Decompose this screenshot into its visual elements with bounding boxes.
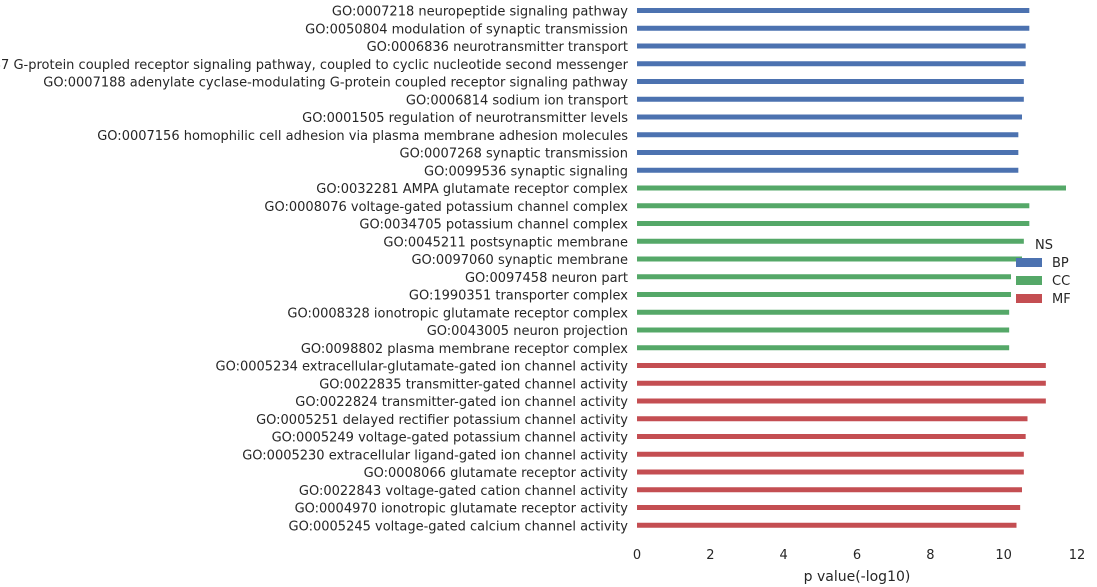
- bar-bp: [637, 43, 1026, 49]
- bar-cc: [637, 327, 1010, 333]
- bar-mf: [637, 363, 1046, 368]
- category-label: GO:0007156 homophilic cell adhesion via …: [97, 129, 628, 144]
- bar-bp: [637, 114, 1022, 120]
- category-label: GO:1990351 transporter complex: [409, 289, 628, 304]
- category-label: GO:0008066 glutamate receptor activity: [364, 466, 629, 481]
- bar-mf: [637, 487, 1022, 493]
- category-label: GO:0043005 neuron projection: [427, 324, 628, 339]
- legend-label-mf: MF: [1052, 292, 1071, 307]
- category-label: GO:0008328 ionotropic glutamate receptor…: [287, 306, 628, 321]
- category-label: GO:0022835 transmitter-gated channel act…: [319, 377, 628, 392]
- bar-cc: [637, 221, 1030, 226]
- legend-swatch-bp: [1016, 258, 1042, 267]
- category-label: GO:0098802 plasma membrane receptor comp…: [301, 342, 628, 357]
- legend-title: NS: [1035, 238, 1053, 253]
- bar-bp: [637, 167, 1019, 173]
- bar-cc: [637, 203, 1030, 209]
- bar-mf: [637, 416, 1028, 422]
- category-label: GO:0008076 voltage-gated potassium chann…: [264, 200, 628, 215]
- category-label: GO:0045211 postsynaptic membrane: [383, 235, 628, 250]
- legend-swatch-mf: [1016, 294, 1042, 303]
- bar-cc: [637, 292, 1011, 297]
- category-label: GO:0007268 synaptic transmission: [400, 147, 628, 162]
- category-label: GO:0005230 extracellular ligand-gated io…: [242, 448, 628, 463]
- x-tick-label: 6: [853, 548, 861, 563]
- legend-label-cc: CC: [1052, 274, 1070, 289]
- x-tick-label: 10: [995, 548, 1012, 563]
- category-label: GO:0032281 AMPA glutamate receptor compl…: [316, 182, 628, 197]
- bar-mf: [637, 434, 1026, 439]
- bar-mf: [637, 469, 1024, 475]
- category-label: GO:0099536 synaptic signaling: [424, 164, 628, 179]
- x-tick-label: 0: [633, 548, 641, 563]
- legend-swatch-cc: [1016, 276, 1042, 285]
- bar-cc: [637, 256, 1022, 262]
- bar-mf: [637, 398, 1046, 404]
- bar-bp: [637, 8, 1030, 13]
- bar-bp: [637, 132, 1019, 138]
- category-label: GO:0005249 voltage-gated potassium chann…: [272, 431, 629, 446]
- x-tick-label: 4: [780, 548, 788, 563]
- legend-label-bp: BP: [1052, 256, 1069, 271]
- category-label: GO:0007188 adenylate cyclase-modulating …: [43, 76, 628, 91]
- category-label: GO:0022843 voltage-gated cation channel …: [299, 484, 628, 499]
- category-label: GO:0007187 G-protein coupled receptor si…: [0, 58, 629, 73]
- legend: NS BP CC MF: [1016, 238, 1071, 307]
- bar-cc: [637, 274, 1011, 280]
- category-label: GO:0006836 neurotransmitter transport: [367, 40, 628, 55]
- category-label: GO:0097060 synaptic membrane: [411, 253, 628, 268]
- x-axis: 0 2 4 6 8 10 12: [633, 548, 1085, 563]
- x-tick-label: 12: [1069, 548, 1086, 563]
- x-tick-label: 2: [706, 548, 714, 563]
- category-label: GO:0050804 modulation of synaptic transm…: [305, 22, 628, 37]
- bar-bp: [637, 96, 1024, 102]
- bar-cc: [637, 185, 1066, 191]
- x-axis-label: p value(-log10): [804, 569, 911, 585]
- category-label: GO:0007218 neuropeptide signaling pathwa…: [332, 5, 628, 20]
- bar-cc: [637, 345, 1010, 351]
- bar-cc: [637, 309, 1010, 315]
- bar-mf: [637, 522, 1017, 528]
- bars-group: [637, 8, 1066, 528]
- category-label: GO:0005251 delayed rectifier potassium c…: [256, 413, 628, 428]
- bar-mf: [637, 451, 1024, 457]
- category-label: GO:0022824 transmitter-gated ion channel…: [295, 395, 628, 410]
- x-tick-label: 8: [926, 548, 934, 563]
- category-label: GO:0005234 extracellular-glutamate-gated…: [216, 360, 629, 375]
- category-label: GO:0006814 sodium ion transport: [406, 93, 628, 108]
- bar-bp: [637, 79, 1024, 84]
- category-label: GO:0005245 voltage-gated calcium channel…: [289, 519, 629, 534]
- bar-cc: [637, 238, 1024, 244]
- category-label: GO:0034705 potassium channel complex: [359, 218, 628, 233]
- category-label: GO:0001505 regulation of neurotransmitte…: [302, 111, 628, 126]
- category-labels: GO:0007218 neuropeptide signaling pathwa…: [0, 5, 629, 535]
- bar-bp: [637, 25, 1030, 31]
- category-label: GO:0004970 ionotropic glutamate receptor…: [295, 502, 629, 517]
- bar-bp: [637, 150, 1019, 155]
- category-label: GO:0097458 neuron part: [465, 271, 628, 286]
- bar-mf: [637, 505, 1021, 510]
- bar-bp: [637, 61, 1026, 67]
- bar-mf: [637, 380, 1046, 386]
